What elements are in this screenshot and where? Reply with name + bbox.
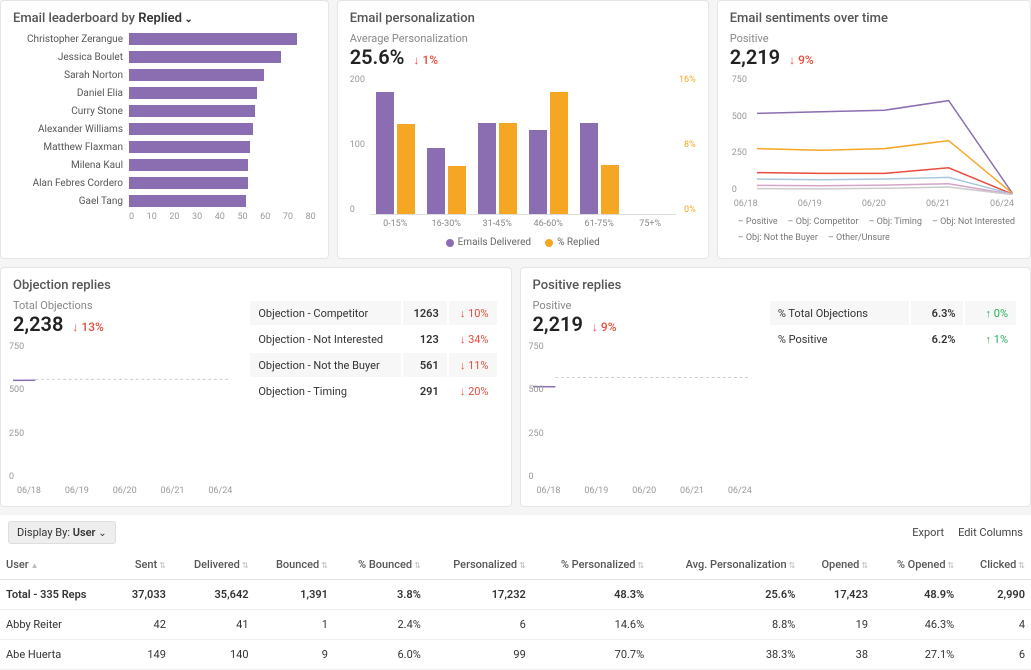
leaderboard-row: Milena Kaul [13,158,316,172]
edit-columns-button[interactable]: Edit Columns [958,526,1023,539]
column-header[interactable]: Personalized⇅ [427,550,532,580]
column-header[interactable]: Delivered⇅ [172,550,255,580]
leaderboard-name: Gael Tang [13,196,123,207]
objection-row: Objection - Competitor1263↓ 10% [250,301,496,325]
leaderboard-chart: Christopher Zerangue Jessica Boulet Sarah … [13,32,316,208]
personalization-title: Email personalization [350,11,696,26]
sentiments-kpi-value: 2,219 [730,45,780,69]
personalization-card: Email personalization Average Personaliz… [337,0,709,259]
leaderboard-row: Daniel Elia [13,86,316,100]
table-total-row: Total - 335 Reps37,03335,6421,3913.8%17,… [0,580,1031,610]
leaderboard-card: Email leaderboard by Replied Christopher… [0,0,329,259]
column-header[interactable]: % Personalized⇅ [532,550,650,580]
leaderboard-name: Jessica Boulet [13,52,123,63]
objection-row: Objection - Timing291↓ 20% [250,379,496,403]
leaderboard-name: Daniel Elia [13,88,123,99]
sentiments-chart: 7505002500 [730,75,1018,195]
sentiments-kpi-label: Positive [730,32,1018,45]
column-header[interactable]: Avg. Personalization⇅ [650,550,801,580]
objections-card: Objection replies Total Objections 2,238… [0,267,512,507]
personalization-delta: 1% [413,53,438,67]
leaderboard-name: Milena Kaul [13,160,123,171]
positive-x-axis: 06/1806/1906/2006/2106/24 [533,486,756,496]
objections-kpi-value: 2,238 [13,312,63,336]
objections-title: Objection replies [13,278,499,293]
table-row[interactable]: Abby Reiter424112.4%614.6%8.8%1946.3%4 [0,610,1031,640]
leaderboard-name: Alexander Williams [13,124,123,135]
column-header[interactable]: Bounced⇅ [255,550,334,580]
column-header[interactable]: % Bounced⇅ [334,550,427,580]
leaderboard-metric-dropdown[interactable]: Replied [138,11,193,26]
personalization-kpi-label: Average Personalization [350,32,696,45]
sentiments-legend: PositiveObj: CompetitorObj: TimingObj: N… [730,217,1018,243]
positive-title: Positive replies [533,278,1019,293]
column-header[interactable]: Opened⇅ [801,550,874,580]
table-row[interactable]: Abe Huerta14914096.0%9970.7%38.3%3827.1%… [0,640,1031,670]
leaderboard-name: Matthew Flaxman [13,142,123,153]
column-header[interactable]: Sent⇅ [115,550,172,580]
sentiments-x-axis: 06/1806/1906/2006/2106/24 [730,199,1018,209]
leaderboard-title: Email leaderboard by Replied [13,11,316,26]
user-data-table: User▲Sent⇅Delivered⇅Bounced⇅% Bounced⇅Pe… [0,550,1031,670]
objections-kpi-label: Total Objections [13,299,236,312]
leaderboard-row: Curry Stone [13,104,316,118]
export-button[interactable]: Export [912,526,944,539]
leaderboard-name: Sarah Norton [13,70,123,81]
positive-kpi-value: 2,219 [533,312,583,336]
leaderboard-row: Christopher Zerangue [13,32,316,46]
leaderboard-name: Curry Stone [13,106,123,117]
objections-delta: 13% [72,320,103,334]
sentiments-title: Email sentiments over time [730,11,1018,26]
column-header[interactable]: % Opened⇅ [874,550,960,580]
objections-table: Objection - Competitor1263↓ 10%Objection… [248,299,498,405]
leaderboard-row: Alexander Williams [13,122,316,136]
leaderboard-row: Alan Febres Cordero [13,176,316,190]
positive-row: % Positive6.2%↑ 1% [770,327,1016,351]
objections-chart: 7505002500 [13,342,236,482]
leaderboard-row: Gael Tang [13,194,316,208]
personalization-categories: 0-15%16-30%31-45%46-60%61-75%75+% [370,219,676,229]
column-header[interactable]: Clicked⇅ [960,550,1031,580]
user-table-section: Display By: User Export Edit Columns Use… [0,515,1031,670]
leaderboard-name: Christopher Zerangue [13,34,123,45]
objections-x-axis: 06/1806/1906/2006/2106/24 [13,486,236,496]
positive-card: Positive replies Positive 2,219 9% 75050… [520,267,1031,507]
display-by-dropdown[interactable]: Display By: User [8,521,116,544]
positive-kpi-label: Positive [533,299,756,312]
sentiments-card: Email sentiments over time Positive 2,21… [717,0,1031,259]
positive-row: % Total Objections6.3%↑ 0% [770,301,1016,325]
personalization-legend: Emails Delivered % Replied [350,237,696,248]
personalization-chart [370,75,676,215]
personalization-kpi-value: 25.6% [350,45,405,69]
objection-row: Objection - Not the Buyer561↓ 11% [250,353,496,377]
positive-chart: 7505002500 [533,342,756,482]
column-header[interactable]: User▲ [0,550,115,580]
personalization-y-right: 16%8%0% [679,75,696,215]
objection-row: Objection - Not Interested123↓ 34% [250,327,496,351]
leaderboard-row: Jessica Boulet [13,50,316,64]
sentiments-delta: 9% [789,53,814,67]
personalization-y-left: 2001000 [350,75,365,215]
leaderboard-row: Sarah Norton [13,68,316,82]
positive-table: % Total Objections6.3%↑ 0%% Positive6.2%… [768,299,1018,353]
leaderboard-row: Matthew Flaxman [13,140,316,154]
positive-delta: 9% [592,320,617,334]
leaderboard-name: Alan Febres Cordero [13,178,123,189]
leaderboard-x-axis: 01020304050607080 [129,212,316,222]
